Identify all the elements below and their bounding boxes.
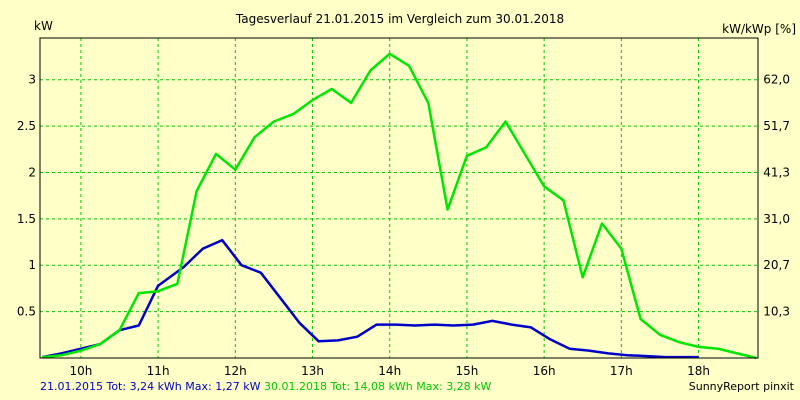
y-tick-label-left: 2 [28,165,36,179]
y-tick-label-right: 20,7 [763,258,790,272]
y-tick-label-right: 10,3 [763,305,790,319]
axes [39,37,759,359]
footer-series1: 21.01.2015 Tot: 3,24 kWh Max: 1,27 kW [40,380,261,393]
footer-credit: SunnyReport pinxit [688,380,794,393]
tick-labels: 10h 11h 12h 13h 14h 15h 16h 17h 18h0.511.522.531… [17,73,790,378]
y-tick-label-right: 31,0 [763,212,790,226]
footer-series2: 30.01.2018 Tot: 14,08 kWh Max: 3,28 kW [263,380,492,393]
plot-frame [39,37,759,359]
footer-summary: 21.01.2015 Tot: 3,24 kWh Max: 1,27 kW 30… [40,380,491,393]
y-tick-label-right: 51,7 [763,119,790,133]
y-tick-label-left: 2.5 [17,119,36,133]
y-tick-label-left: 1.5 [17,212,36,226]
series-layer [42,52,757,360]
y-axis-label-left: kW [34,19,53,33]
y-tick-label-right: 41,3 [763,165,790,179]
y-tick-label-right: 62,0 [763,73,790,87]
x-tick-label: 12h [224,364,247,378]
x-tick-label: 18h [687,364,710,378]
x-tick-label: 10h [69,364,92,378]
series-line-2 [42,52,757,360]
x-tick-label: 17h [610,364,633,378]
x-tick-label: 14h [378,364,401,378]
series-line-1 [42,238,699,359]
y-axis-label-right: kW/kWp [%] [722,22,796,36]
grid [40,38,758,358]
y-tick-label-left: 1 [28,258,36,272]
chart-title: Tagesverlauf 21.01.2015 im Vergleich zum… [235,12,564,26]
x-tick-label: 15h [456,364,479,378]
x-tick-label: 16h [533,364,556,378]
x-tick-label: 11h [147,364,170,378]
x-tick-label: 13h [301,364,324,378]
y-tick-label-left: 3 [28,73,36,87]
y-tick-label-left: 0.5 [17,305,36,319]
